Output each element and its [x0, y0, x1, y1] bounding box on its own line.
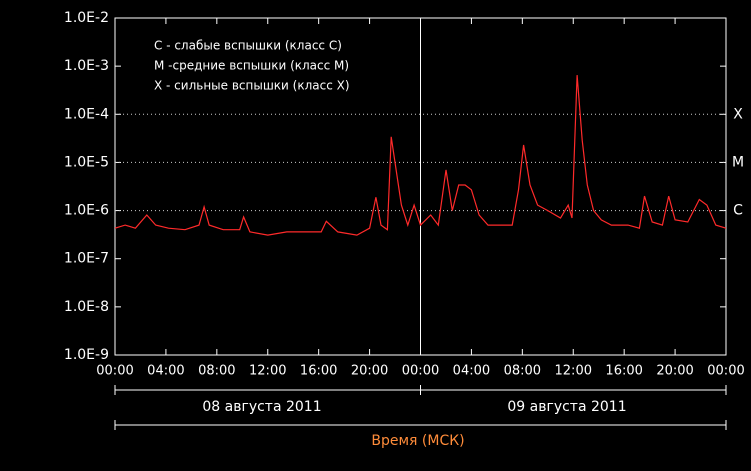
- x-tick-label: 04:00: [147, 364, 184, 379]
- y-tick-label: 1.0E-5: [64, 154, 109, 170]
- date-bracket: [114, 385, 727, 430]
- legend-line: M -средние вспышки (класс M): [154, 59, 349, 73]
- y-tick-label: 1.0E-8: [64, 299, 109, 315]
- date-label: 08 августа 2011: [202, 399, 321, 415]
- level-label: C: [733, 203, 743, 219]
- x-tick-label: 04:00: [453, 364, 490, 379]
- y-tick-label: 1.0E-3: [64, 58, 109, 74]
- x-tick-label: 20:00: [656, 364, 693, 379]
- y-tick-label: 1.0E-9: [64, 347, 109, 363]
- y-tick-label: 1.0E-7: [64, 251, 109, 267]
- x-tick-label: 00:00: [707, 364, 744, 379]
- x-tick-label: 08:00: [504, 364, 541, 379]
- x-tick-label: 12:00: [249, 364, 286, 379]
- x-tick-label: 00:00: [402, 364, 439, 379]
- level-label: X: [733, 106, 743, 122]
- x-tick-label: 12:00: [555, 364, 592, 379]
- date-label: 09 августа 2011: [507, 399, 626, 415]
- x-tick-label: 00:00: [96, 364, 133, 379]
- x-tick-label: 20:00: [351, 364, 388, 379]
- y-tick-label: 1.0E-4: [64, 106, 109, 122]
- legend-line: X - сильные вспышки (класс X): [154, 79, 350, 93]
- level-label: M: [732, 154, 744, 170]
- legend-line: C - слабые вспышки (класс C): [154, 39, 342, 53]
- x-axis-label: Время (МСК): [371, 433, 464, 449]
- x-tick-label: 16:00: [605, 364, 642, 379]
- x-tick-label: 16:00: [300, 364, 337, 379]
- x-tick-label: 08:00: [198, 364, 235, 379]
- y-tick-label: 1.0E-6: [64, 203, 109, 219]
- y-tick-label: 1.0E-2: [64, 10, 109, 26]
- data-line: [114, 75, 727, 236]
